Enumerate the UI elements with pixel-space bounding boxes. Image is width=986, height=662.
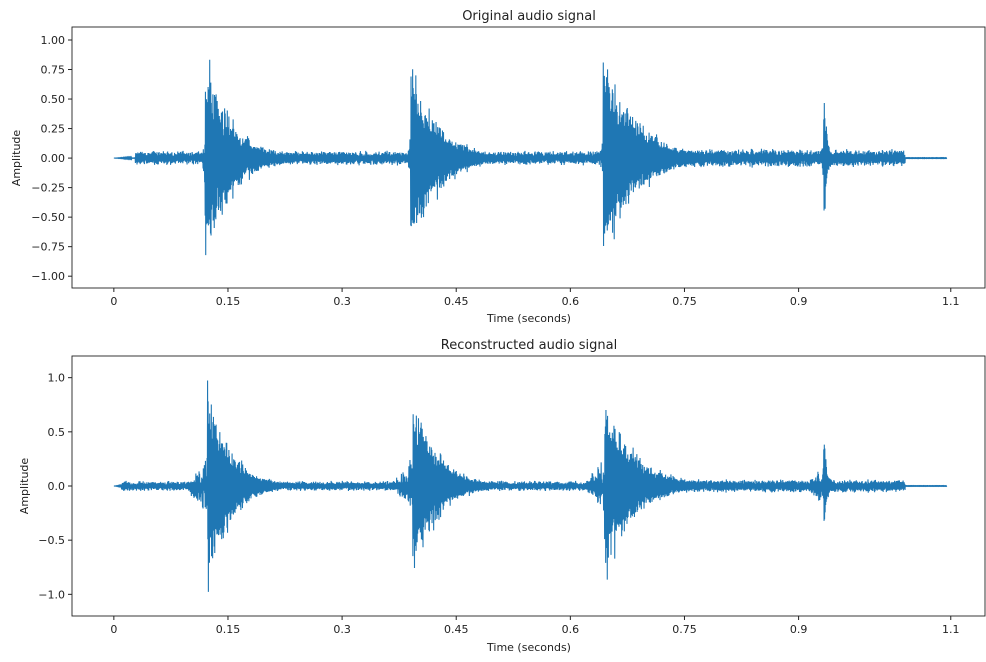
y-tick-label: 1.00	[41, 34, 66, 47]
x-tick-label: 0.6	[562, 295, 580, 308]
y-axis-label: Amplitude	[10, 130, 23, 187]
x-axis-label: Time (seconds)	[486, 312, 571, 325]
y-tick-label: 1.0	[48, 372, 66, 385]
original-signal-axes: Original audio signal Time (seconds) Amp…	[10, 9, 986, 325]
x-tick-label: 0.6	[562, 623, 580, 636]
x-tick-label: 0.45	[444, 623, 469, 636]
x-tick-label: 0.9	[790, 623, 808, 636]
y-tick-label: 0.0	[48, 480, 66, 493]
y-tick-label: 0.00	[41, 152, 66, 165]
axes-frame	[71, 26, 986, 289]
x-tick-label: 0.75	[672, 623, 697, 636]
y-tick-label: −1.00	[31, 270, 65, 283]
y-tick-label: −0.5	[38, 534, 65, 547]
reconstructed-signal-axes: Reconstructed audio signal Time (seconds…	[18, 338, 986, 654]
y-tick-label: 0.25	[41, 123, 66, 136]
x-tick-label: 0.9	[790, 295, 808, 308]
x-tick-label: 0.3	[333, 623, 351, 636]
x-tick-label: 0.45	[444, 295, 469, 308]
x-tick-label: 1.1	[942, 623, 960, 636]
x-tick-label: 1.1	[942, 295, 960, 308]
y-tick-label: −1.0	[38, 588, 65, 601]
chart-title: Original audio signal	[462, 9, 596, 24]
x-tick-label: 0.3	[333, 295, 351, 308]
y-tick-label: 0.5	[48, 426, 66, 439]
y-tick-label: −0.75	[31, 241, 65, 254]
x-tick-label: 0.75	[672, 295, 697, 308]
x-tick-label: 0.15	[216, 295, 241, 308]
x-tick-label: 0	[110, 295, 117, 308]
waveform-line	[113, 59, 948, 256]
x-tick-label: 0.15	[216, 623, 241, 636]
y-tick-label: 0.50	[41, 93, 66, 106]
chart-title: Reconstructed audio signal	[441, 338, 617, 353]
y-tick-label: 0.75	[41, 64, 66, 77]
y-tick-label: −0.25	[31, 182, 65, 195]
y-axis-label: Amplitude	[18, 458, 31, 515]
x-axis-label: Time (seconds)	[486, 641, 571, 654]
waveform-line	[113, 380, 948, 592]
x-tick-label: 0	[110, 623, 117, 636]
y-tick-label: −0.50	[31, 211, 65, 224]
